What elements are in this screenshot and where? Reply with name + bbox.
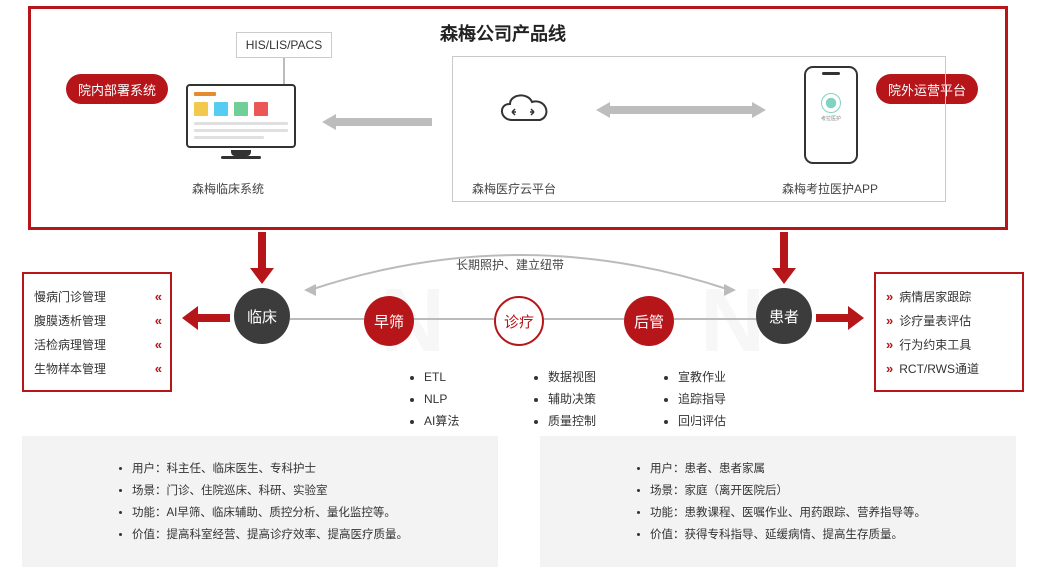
circle-screening: 早筛 [364,296,414,346]
diagnosis-items: 数据视图 辅助决策 质量控制 [490,366,596,432]
arrow-cloud-to-app [596,100,766,120]
list-item: 慢病门诊管理 [34,288,106,305]
app-label: 森梅考拉医护APP [782,180,878,197]
arrow-down-to-clinical [250,232,274,284]
list-item: ETL [424,366,459,388]
circle-followup: 后管 [624,296,674,346]
list-item: 诊疗量表评估 [899,312,971,329]
list-item: 用户：科主任、临床医生、专科护士 [132,458,482,480]
list-item: 追踪指导 [678,388,726,410]
phone-app-inner-text: 考拉医护 [806,115,856,122]
list-item: 用户：患者、患者家属 [650,458,1000,480]
chevron-left-icon: « [155,313,160,328]
list-item: 宣教作业 [678,366,726,388]
list-item: 价值：提高科室经营、提高诊疗效率、提高医疗质量。 [132,524,482,546]
list-item: 辅助决策 [548,388,596,410]
connector [414,318,494,320]
circle-patient: 患者 [756,288,812,344]
circle-diagnosis: 诊疗 [494,296,544,346]
chevron-right-icon: » [886,361,891,376]
phone-app-icon: 考拉医护 [804,66,858,164]
list-item: 回归评估 [678,410,726,432]
list-item: 数据视图 [548,366,596,388]
chevron-left-icon: « [155,337,160,352]
arrow-left-out [182,306,230,330]
connector [290,318,364,320]
arrow-down-to-patient [772,232,796,284]
followup-items: 宣教作业 追踪指导 回归评估 [620,366,726,432]
bottom-right-panel: 用户：患者、患者家属 场景：家庭（离开医院后） 功能：患教课程、医嘱作业、用药跟… [540,436,1016,567]
list-item: 腹膜透析管理 [34,312,106,329]
clinical-system-monitor [186,84,296,160]
connector [544,318,624,320]
chevron-right-icon: » [886,337,891,352]
list-item: 行为约束工具 [899,336,971,353]
his-connector [283,58,285,84]
cloud-platform-label: 森梅医疗云平台 [472,180,556,197]
chevron-left-icon: « [155,361,160,376]
list-item: AI算法 [424,410,459,432]
list-item: 场景：家庭（离开医院后） [650,480,1000,502]
list-item: 功能：AI早筛、临床辅助、质控分析、量化监控等。 [132,502,482,524]
list-item: NLP [424,388,459,410]
circle-clinical: 临床 [234,288,290,344]
curve-arc [300,240,740,300]
right-feature-box: » 病情居家跟踪 » 诊疗量表评估 » 行为约束工具 » RCT/RWS通道 [874,272,1024,392]
chevron-left-icon: « [155,289,160,304]
clinical-system-label: 森梅临床系统 [192,180,264,197]
chevron-right-icon: » [886,289,891,304]
cloud-icon [492,86,558,130]
left-feature-box: 慢病门诊管理 « 腹膜透析管理 « 活检病理管理 « 生物样本管理 « [22,272,172,392]
list-item: RCT/RWS通道 [899,360,979,377]
diagram-title: 森梅公司产品线 [440,20,566,46]
bottom-left-panel: 用户：科主任、临床医生、专科护士 场景：门诊、住院巡床、科研、实验室 功能：AI… [22,436,498,567]
screening-items: ETL NLP AI算法 [366,366,459,432]
list-item: 场景：门诊、住院巡床、科研、实验室 [132,480,482,502]
pill-in-hospital: 院内部署系统 [66,74,168,104]
list-item: 病情居家跟踪 [899,288,971,305]
chevron-right-icon: » [886,313,891,328]
list-item: 功能：患教课程、医嘱作业、用药跟踪、营养指导等。 [650,502,1000,524]
arrow-right-out [816,306,864,330]
list-item: 活检病理管理 [34,336,106,353]
connector [674,318,756,320]
list-item: 生物样本管理 [34,360,106,377]
his-lis-pacs-box: HIS/LIS/PACS [236,32,332,58]
list-item: 价值：获得专科指导、延缓病情、提高生存质量。 [650,524,1000,546]
arrow-system-to-cloud [322,112,432,132]
list-item: 质量控制 [548,410,596,432]
